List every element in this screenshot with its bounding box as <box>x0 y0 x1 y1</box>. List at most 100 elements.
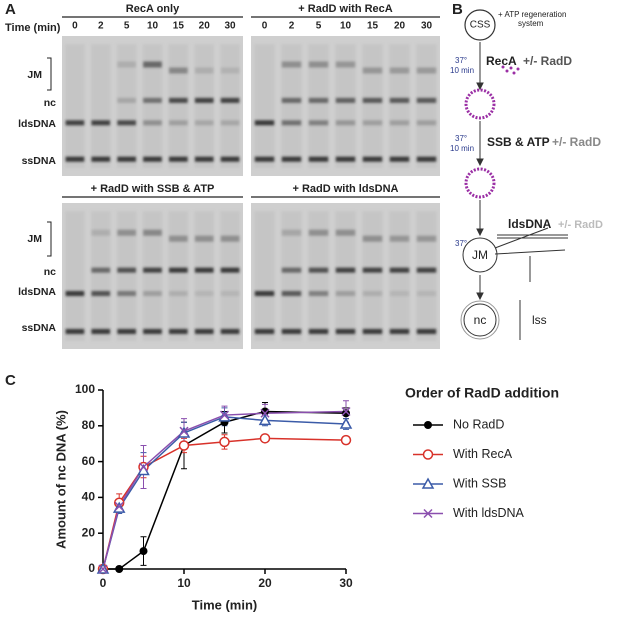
lane-label: 2 <box>98 21 104 32</box>
lane-smear <box>335 44 356 168</box>
lane-smear <box>168 211 189 341</box>
lane-smear <box>220 44 240 168</box>
gel-band <box>117 120 136 126</box>
gel-band <box>117 229 136 236</box>
gel-band <box>169 120 188 126</box>
panel-label: B <box>452 1 463 18</box>
gel-band <box>220 120 240 126</box>
gel-band <box>143 267 162 273</box>
row-label: ssDNA <box>22 155 57 167</box>
gel-band <box>194 328 214 334</box>
row-label: ssDNA <box>22 322 57 334</box>
lane-label: 15 <box>173 21 185 32</box>
lane-smear <box>389 211 410 341</box>
gel-band <box>335 120 356 126</box>
marker <box>261 407 269 416</box>
gel-band <box>117 328 136 334</box>
lane-smear <box>90 211 111 341</box>
radd-label: +/- RadD <box>552 135 601 149</box>
lane-smear <box>308 211 329 341</box>
gel-band <box>308 229 329 236</box>
marker <box>139 547 148 556</box>
nc-circle <box>463 303 497 337</box>
gel-band <box>220 235 240 242</box>
gel-band <box>254 120 275 126</box>
marker <box>219 436 230 448</box>
lane-smear <box>116 44 137 168</box>
gel-band <box>169 67 188 74</box>
legend-label: With ldsDNA <box>453 506 525 520</box>
lane-smear <box>194 211 215 341</box>
y-axis-label: Amount of nc DNA (%) <box>53 410 68 549</box>
gel-band <box>65 120 85 126</box>
gel-band <box>220 97 240 103</box>
gel-title: + RadD with ldsDNA <box>292 183 398 195</box>
lane-label: 20 <box>394 21 406 32</box>
lane-label: 5 <box>124 21 130 32</box>
lane-label: 2 <box>289 21 295 32</box>
lane-label: 10 <box>147 21 159 32</box>
lane-smear <box>281 44 302 168</box>
x-tick-label: 10 <box>177 576 191 590</box>
row-label: JM <box>27 233 42 245</box>
gel-band <box>169 328 188 334</box>
legend-label: No RadD <box>453 417 504 431</box>
lane-smear <box>142 44 163 168</box>
jm-circle <box>462 237 498 273</box>
time-label: Time (min) <box>5 22 61 34</box>
marker <box>219 410 230 420</box>
marker <box>179 426 189 436</box>
gel-band <box>335 267 356 273</box>
gel-band <box>362 156 383 162</box>
gel-band <box>194 67 214 74</box>
gel-band <box>194 291 214 297</box>
gel-band <box>169 235 188 242</box>
marker <box>98 564 108 574</box>
gel-band <box>169 97 188 103</box>
gel-band <box>220 328 240 334</box>
gel-title: + RadD with RecA <box>298 3 392 15</box>
css-circle <box>464 9 496 41</box>
gel-band <box>308 267 329 273</box>
gel-band <box>308 97 329 103</box>
gel-band <box>281 229 302 236</box>
css-label: CSS <box>470 20 491 31</box>
gel-band <box>389 291 410 297</box>
marker <box>260 408 270 418</box>
y-tick-label: 0 <box>88 561 95 575</box>
gel-band <box>254 291 275 297</box>
lane-smear <box>168 44 189 168</box>
temp: 37° <box>455 134 467 143</box>
gel-band <box>143 61 162 68</box>
duration: 10 min <box>450 66 474 75</box>
marker <box>258 413 272 426</box>
lane-smear <box>362 211 383 341</box>
gel-band <box>194 235 214 242</box>
temp: 37° <box>455 239 467 248</box>
step-label: SSB & ATP <box>487 135 550 149</box>
x-tick-label: 0 <box>100 576 107 590</box>
gel-band <box>281 156 302 162</box>
gel-band <box>91 267 111 273</box>
gel-band <box>335 61 356 68</box>
y-tick-label: 60 <box>82 454 96 468</box>
lane-smear <box>65 211 85 341</box>
gel-band <box>281 267 302 273</box>
lss-label: lss <box>532 313 547 327</box>
gel-band <box>143 291 162 297</box>
marker <box>340 434 352 446</box>
gel-band <box>308 120 329 126</box>
gel-band <box>335 229 356 236</box>
lane-smear <box>194 44 215 168</box>
gel-band <box>194 267 214 273</box>
row-label: JM <box>27 69 42 81</box>
lane-label: 5 <box>316 21 322 32</box>
gel-band <box>281 328 302 334</box>
legend-label: With SSB <box>453 476 507 490</box>
gel-band <box>220 267 240 273</box>
gel-band <box>65 291 85 297</box>
gel-band <box>117 291 136 297</box>
panel-label: C <box>5 372 16 389</box>
atp-label: system <box>518 19 544 28</box>
row-label: nc <box>44 97 56 109</box>
